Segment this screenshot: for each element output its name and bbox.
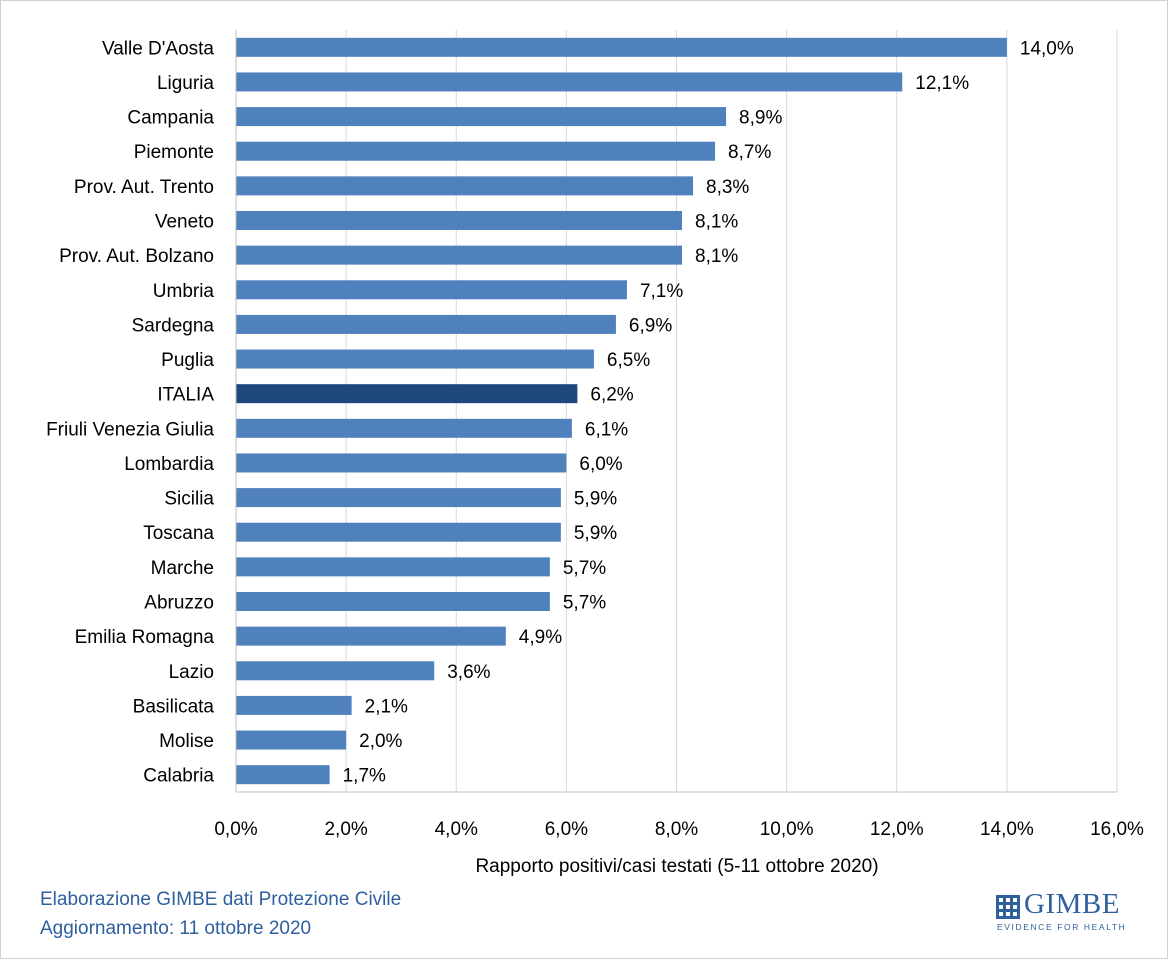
data-label: 2,1% xyxy=(365,696,408,717)
data-label: 8,1% xyxy=(695,212,738,233)
category-label: Emilia Romagna xyxy=(75,627,215,648)
data-label: 8,9% xyxy=(739,108,782,129)
data-label: 8,7% xyxy=(728,142,771,163)
data-label: 12,1% xyxy=(915,73,969,94)
data-label: 6,2% xyxy=(590,385,633,406)
category-label: Marche xyxy=(151,558,214,579)
bar xyxy=(236,314,616,334)
category-label: Valle D'Aosta xyxy=(102,38,214,59)
grid-square-icon xyxy=(996,895,1020,919)
data-label: 6,9% xyxy=(629,315,672,336)
bar xyxy=(236,349,594,369)
category-label: Toscana xyxy=(143,523,214,544)
data-label: 5,7% xyxy=(563,558,606,579)
category-label: Campania xyxy=(127,108,214,129)
bar xyxy=(236,557,550,577)
data-label: 2,0% xyxy=(359,731,402,752)
bar xyxy=(236,765,330,785)
category-label: Calabria xyxy=(143,766,214,787)
update-date: Aggiornamento: 11 ottobre 2020 xyxy=(40,918,312,939)
category-label: Abruzzo xyxy=(144,593,214,614)
data-label: 6,0% xyxy=(579,454,622,475)
data-label: 5,9% xyxy=(574,489,617,510)
bar xyxy=(236,592,550,611)
bar xyxy=(236,211,683,230)
category-label: Piemonte xyxy=(134,142,214,163)
bar xyxy=(236,384,578,404)
category-label: Sardegna xyxy=(132,315,215,336)
bar xyxy=(236,488,561,508)
category-label: Liguria xyxy=(157,73,214,94)
bar xyxy=(236,418,572,438)
category-label: ITALIA xyxy=(157,385,214,406)
gimbe-logo: GIMBE EVIDENCE FOR HEALTH xyxy=(996,888,1131,932)
bar xyxy=(236,522,561,542)
category-label: Basilicata xyxy=(133,696,215,717)
data-label: 5,7% xyxy=(563,593,606,614)
x-tick-label: 2,0% xyxy=(324,819,367,840)
x-tick-label: 6,0% xyxy=(545,819,588,840)
category-label: Sicilia xyxy=(164,489,214,510)
x-tick-label: 10,0% xyxy=(760,819,814,840)
bar xyxy=(236,280,627,300)
category-label: Lombardia xyxy=(124,454,214,475)
logo-tagline: EVIDENCE FOR HEALTH xyxy=(997,922,1127,932)
bar xyxy=(236,107,727,127)
data-label: 8,3% xyxy=(706,177,749,198)
source-note: Elaborazione GIMBE dati Protezione Civil… xyxy=(40,889,402,910)
bar xyxy=(236,695,352,715)
data-label: 3,6% xyxy=(447,662,490,683)
category-label: Veneto xyxy=(155,212,214,233)
x-tick-label: 0,0% xyxy=(214,819,257,840)
bar xyxy=(236,453,567,473)
x-axis-title: Rapporto positivi/casi testati (5-11 ott… xyxy=(475,856,878,877)
bar xyxy=(236,72,903,92)
data-label: 6,5% xyxy=(607,350,650,371)
logo-name: GIMBE xyxy=(1024,888,1120,920)
x-tick-label: 12,0% xyxy=(870,819,924,840)
data-label: 1,7% xyxy=(343,766,386,787)
bar xyxy=(236,626,506,646)
data-label: 8,1% xyxy=(695,246,738,267)
data-label: 6,1% xyxy=(585,419,628,440)
category-label: Prov. Aut. Bolzano xyxy=(59,246,214,267)
category-label: Puglia xyxy=(161,350,214,371)
data-label: 4,9% xyxy=(519,627,562,648)
bar xyxy=(236,141,716,161)
x-tick-label: 14,0% xyxy=(980,819,1034,840)
bar xyxy=(236,661,435,681)
category-label: Lazio xyxy=(169,662,214,683)
bar xyxy=(236,37,1007,57)
x-tick-label: 8,0% xyxy=(655,819,698,840)
x-tick-label: 16,0% xyxy=(1090,819,1144,840)
bar xyxy=(236,245,683,265)
category-label: Prov. Aut. Trento xyxy=(74,177,214,198)
bar xyxy=(236,730,347,750)
category-label: Friuli Venezia Giulia xyxy=(46,419,214,440)
x-tick-label: 4,0% xyxy=(435,819,478,840)
category-label: Umbria xyxy=(153,281,215,302)
data-label: 7,1% xyxy=(640,281,683,302)
data-label: 5,9% xyxy=(574,523,617,544)
data-label: 14,0% xyxy=(1020,38,1074,59)
category-label: Molise xyxy=(159,731,214,752)
bar xyxy=(236,176,694,196)
